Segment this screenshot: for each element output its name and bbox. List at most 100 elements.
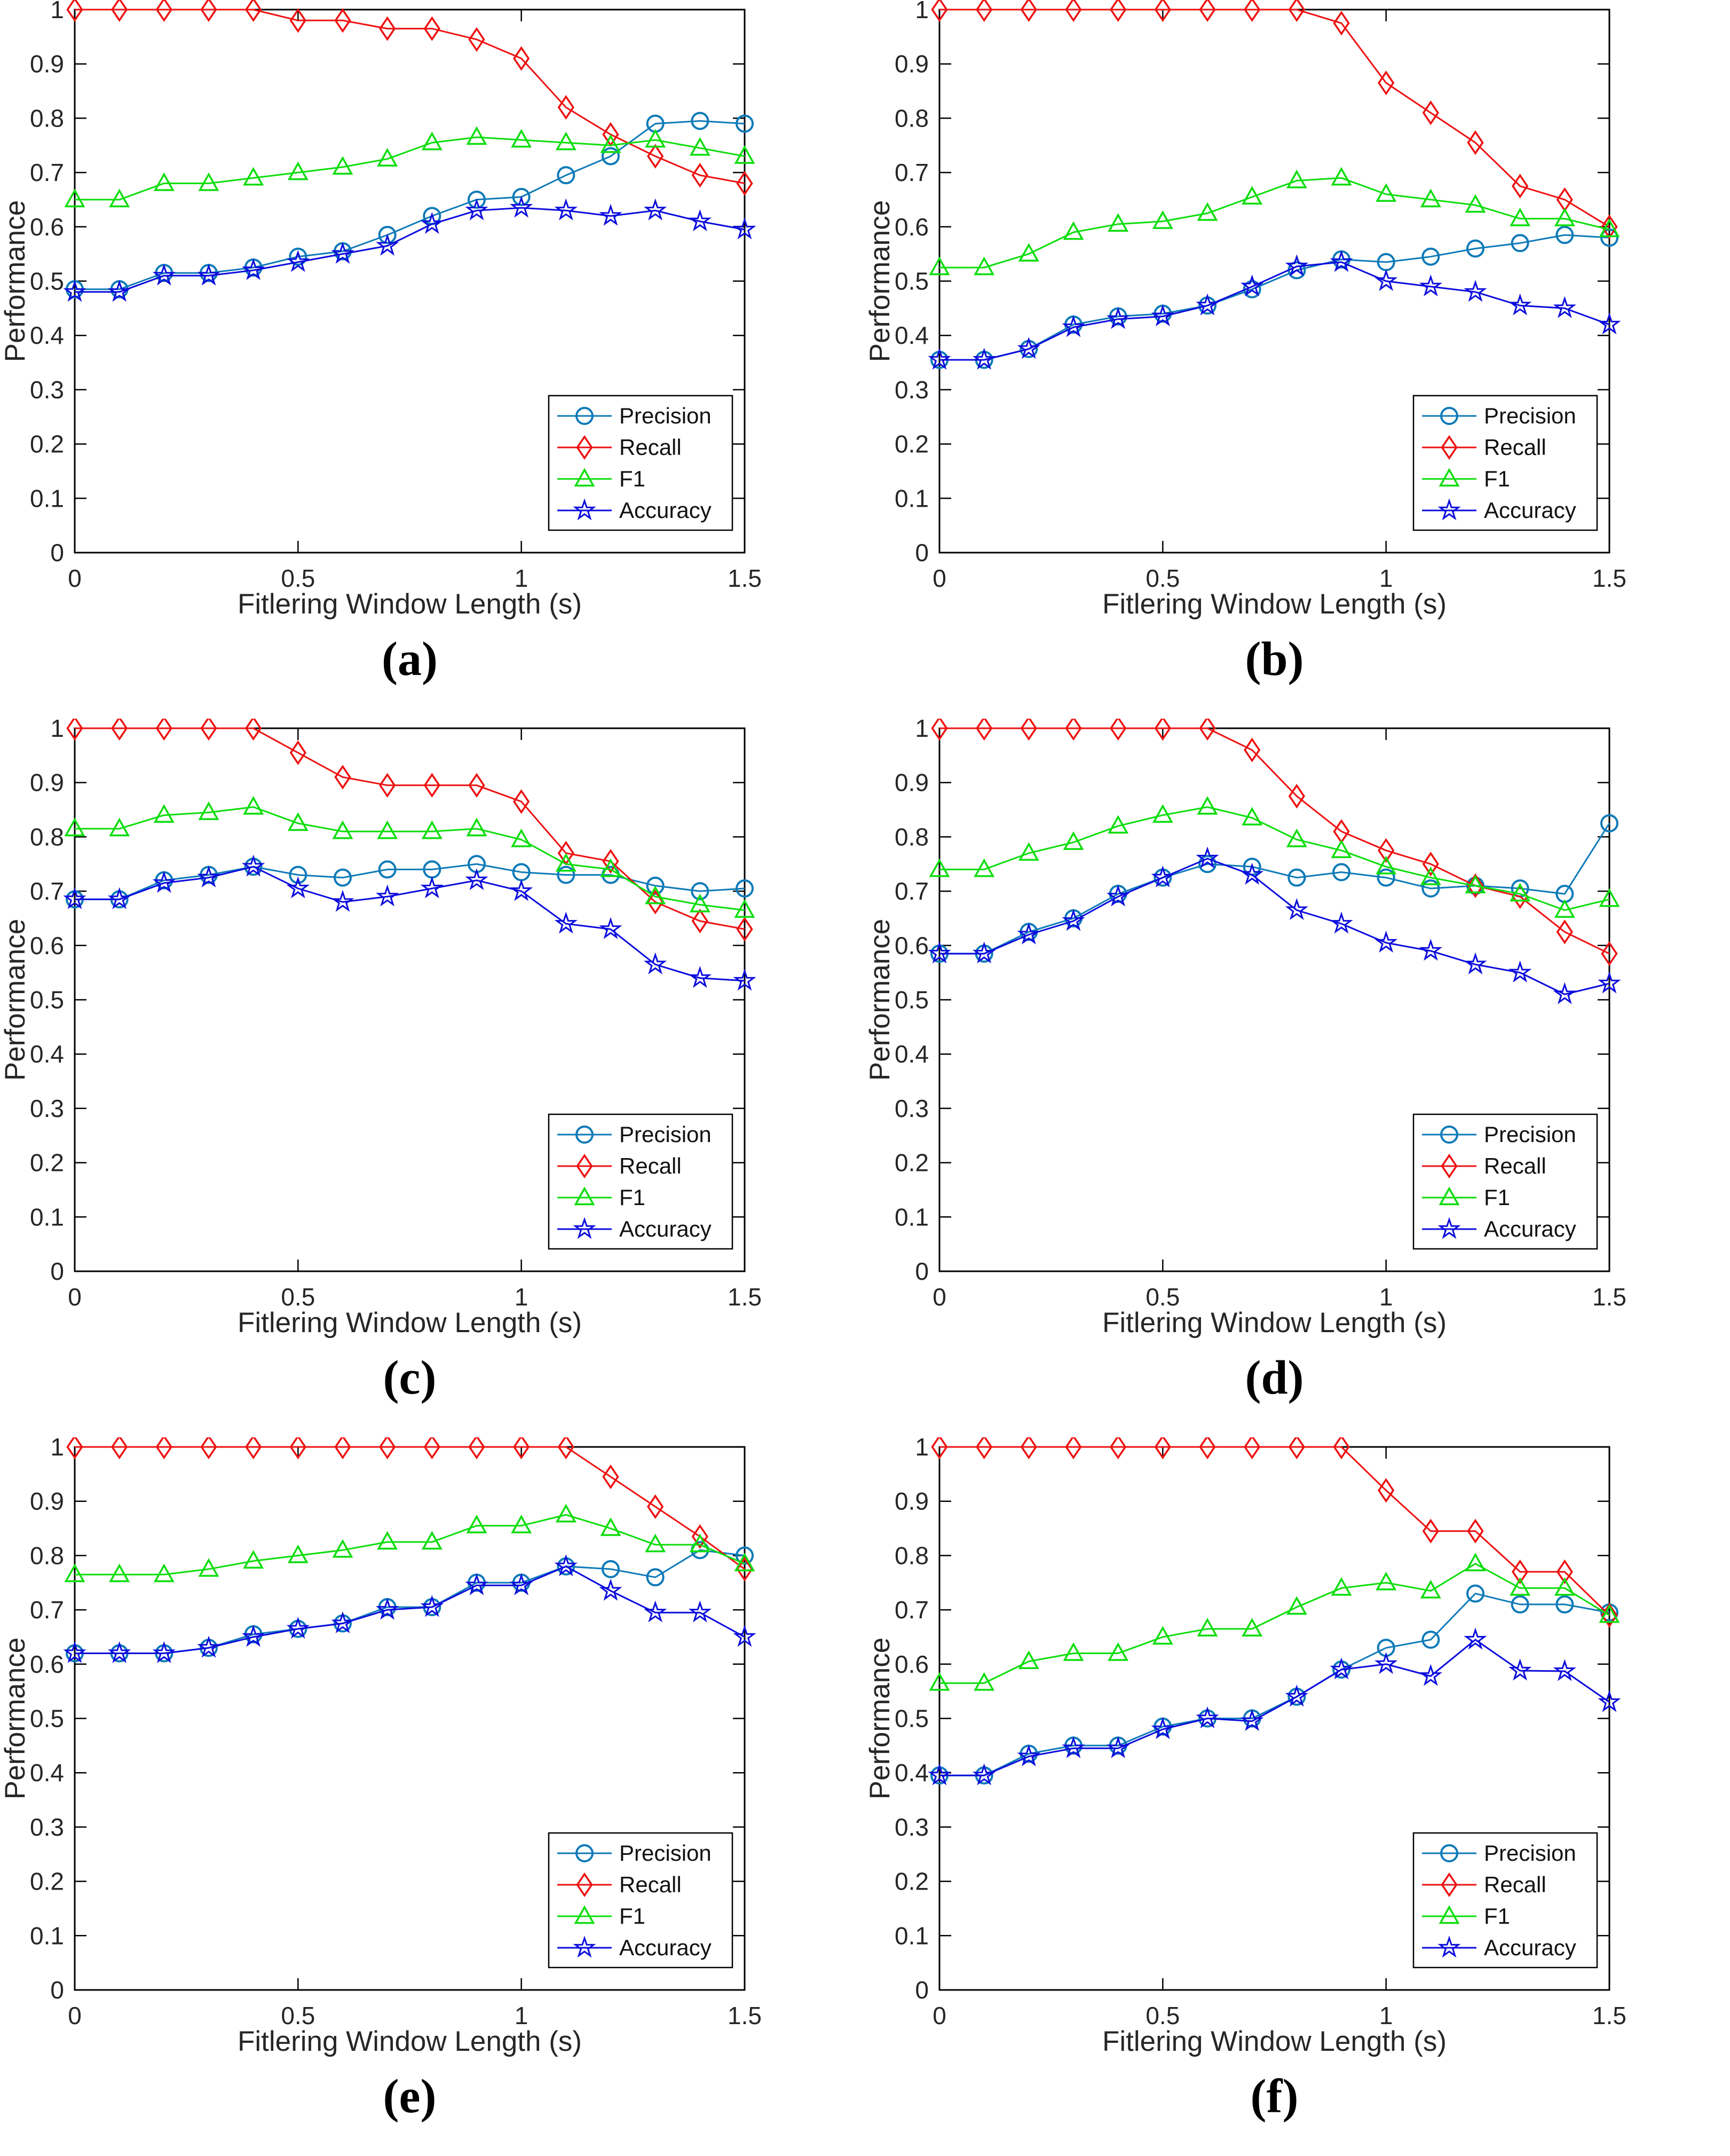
y-tick-label: 0.4 <box>30 1040 64 1068</box>
plot-box <box>74 727 746 1272</box>
legend-label-precision: Precision <box>619 1122 712 1147</box>
legend-label-precision: Precision <box>1484 1122 1576 1147</box>
legend-entry-accuracy <box>557 498 612 521</box>
y-tick-label: 0 <box>915 1976 929 2004</box>
legend-label-accuracy: Accuracy <box>1484 1935 1576 1960</box>
x-tick-label: 1 <box>1379 2002 1393 2029</box>
x-axis-label: Fitlering Window Length (s) <box>1102 588 1447 620</box>
panel-label-f: (f) <box>1250 2070 1299 2123</box>
legend-entry-recall <box>557 1153 612 1179</box>
series-precision <box>66 1541 754 1663</box>
x-tick-label: 1.5 <box>1592 564 1626 592</box>
x-tick-label: 1.5 <box>728 564 762 592</box>
series-accuracy <box>63 854 756 991</box>
y-tick-label: 0.8 <box>30 104 64 132</box>
y-tick-label: 0.4 <box>30 321 64 349</box>
y-tick-label: 0.6 <box>30 932 64 959</box>
legend-label-accuracy: Accuracy <box>1484 498 1576 523</box>
chart-e: 0 0.5 1 1.500.10.20.30.40.50.60.70.80.91Fit… <box>0 1437 762 2057</box>
series-recall <box>931 0 1618 239</box>
axes: 0 0.5 1 1.500.10.20.30.40.50.60.70.80.91Fit… <box>0 0 762 620</box>
series-recall <box>931 719 1618 966</box>
x-tick-label: 0.5 <box>281 2002 315 2029</box>
x-tick-label: 0 <box>68 2002 82 2029</box>
y-tick-label: 0 <box>915 539 929 566</box>
panel-b: 0 0.5 1 1.5 0 0.1 0.2 0.3 0.4 0.5 0.6 0.7 0.8 0.9 1 Fit… <box>865 0 1730 719</box>
chart-d: 0 0.5 1 1.500.10.20.30.40.50.60.70.80.91Fit… <box>865 719 1626 1339</box>
y-tick-label: 0.9 <box>30 1488 64 1515</box>
y-tick-label: 0 <box>50 1976 64 2004</box>
y-tick-label: 0.2 <box>895 430 929 458</box>
y-tick-label: 1 <box>915 719 929 742</box>
panel-label-a: (a) <box>382 633 438 686</box>
series-accuracy <box>928 846 1621 1004</box>
y-tick-label: 0.6 <box>30 1650 64 1678</box>
x-tick-label: 0 <box>68 1283 82 1311</box>
legend-entry-f1 <box>1422 1186 1476 1206</box>
legend-label-accuracy: Accuracy <box>619 1216 712 1241</box>
y-tick-label: 0.8 <box>895 104 929 132</box>
legend-label-f1: F1 <box>619 466 645 491</box>
legend-entry-precision <box>557 1126 612 1144</box>
y-tick-label: 0.6 <box>30 213 64 241</box>
x-tick-label: 1 <box>515 2002 528 2029</box>
x-tick-label: 0.5 <box>1146 564 1180 592</box>
x-axis-label: Fitlering Window Length (s) <box>238 588 582 620</box>
legend-label-f1: F1 <box>1484 1903 1510 1929</box>
series-accuracy <box>928 1627 1621 1785</box>
y-tick-label: 0.9 <box>30 50 64 78</box>
y-tick-label: 1 <box>50 1437 64 1461</box>
legend-entry-accuracy <box>1422 498 1476 521</box>
series-f1 <box>64 796 755 918</box>
legend-label-f1: F1 <box>619 1185 645 1210</box>
y-tick-label: 0.5 <box>30 986 64 1014</box>
y-axis-label: Performance <box>865 1638 896 1799</box>
series-f1 <box>64 126 755 208</box>
legend-label-recall: Recall <box>1484 1872 1546 1897</box>
legend-label-precision: Precision <box>619 403 712 428</box>
y-tick-label: 0 <box>50 539 64 566</box>
panel-f: 0 0.5 1 1.5 0 0.1 0.2 0.3 0.4 0.5 0.6 0.7 0.8 0.9 1 Fit… <box>865 1437 1730 2156</box>
legend-label-recall: Recall <box>619 1872 682 1897</box>
y-tick-label: 0.3 <box>895 1095 929 1122</box>
y-axis-label: Performance <box>0 200 31 362</box>
x-tick-label: 0.5 <box>281 564 315 592</box>
y-tick-label: 0.5 <box>895 986 929 1014</box>
x-tick-label: 0 <box>933 564 946 592</box>
legend-entry-precision <box>557 1844 612 1862</box>
y-tick-label: 1 <box>50 719 64 742</box>
y-tick-label: 0.1 <box>895 1203 929 1231</box>
y-tick-label: 0.1 <box>895 1922 929 1949</box>
x-tick-label: 1 <box>1379 1283 1393 1311</box>
y-axis-label: Performance <box>0 1638 31 1799</box>
series-accuracy <box>63 195 756 302</box>
legend-label-precision: Precision <box>1484 403 1576 428</box>
y-tick-label: 0.1 <box>30 1203 64 1231</box>
legend: Precision Recall F1 Accuracy <box>1412 1832 1598 1969</box>
panel-e: 0 0.5 1 1.5 0 0.1 0.2 0.3 0.4 0.5 0.6 0.7 0.8 0.9 1 Fit… <box>0 1437 865 2156</box>
series-recall <box>66 1437 753 1581</box>
series-accuracy <box>63 1554 756 1663</box>
panel-c: 0 0.5 1 1.5 0 0.1 0.2 0.3 0.4 0.5 0.6 0.7 0.8 0.9 1 Fit… <box>0 719 865 1437</box>
y-tick-label: 0.7 <box>895 1596 929 1624</box>
y-tick-label: 0.6 <box>895 932 929 959</box>
y-tick-label: 0.7 <box>30 877 64 905</box>
y-tick-label: 0 <box>50 1257 64 1285</box>
legend: Precision Recall F1 Accuracy <box>1412 1113 1598 1250</box>
y-tick-label: 0.9 <box>30 769 64 797</box>
series-accuracy <box>928 250 1621 370</box>
legend-label-recall: Recall <box>1484 1153 1546 1178</box>
x-tick-label: 0 <box>933 2002 946 2029</box>
panel-label-e: (e) <box>383 2070 437 2123</box>
y-tick-label: 0.7 <box>30 159 64 186</box>
x-tick-label: 1 <box>515 564 528 592</box>
panel-label-c: (c) <box>383 1351 437 1404</box>
y-tick-label: 0.6 <box>895 1650 929 1678</box>
y-tick-label: 0.4 <box>895 1759 929 1787</box>
x-axis-label: Fitlering Window Length (s) <box>1102 1307 1447 1339</box>
y-tick-label: 0.2 <box>30 430 64 458</box>
y-tick-label: 0.2 <box>895 1868 929 1895</box>
legend-label-f1: F1 <box>1484 466 1510 491</box>
y-tick-label: 1 <box>915 0 929 23</box>
